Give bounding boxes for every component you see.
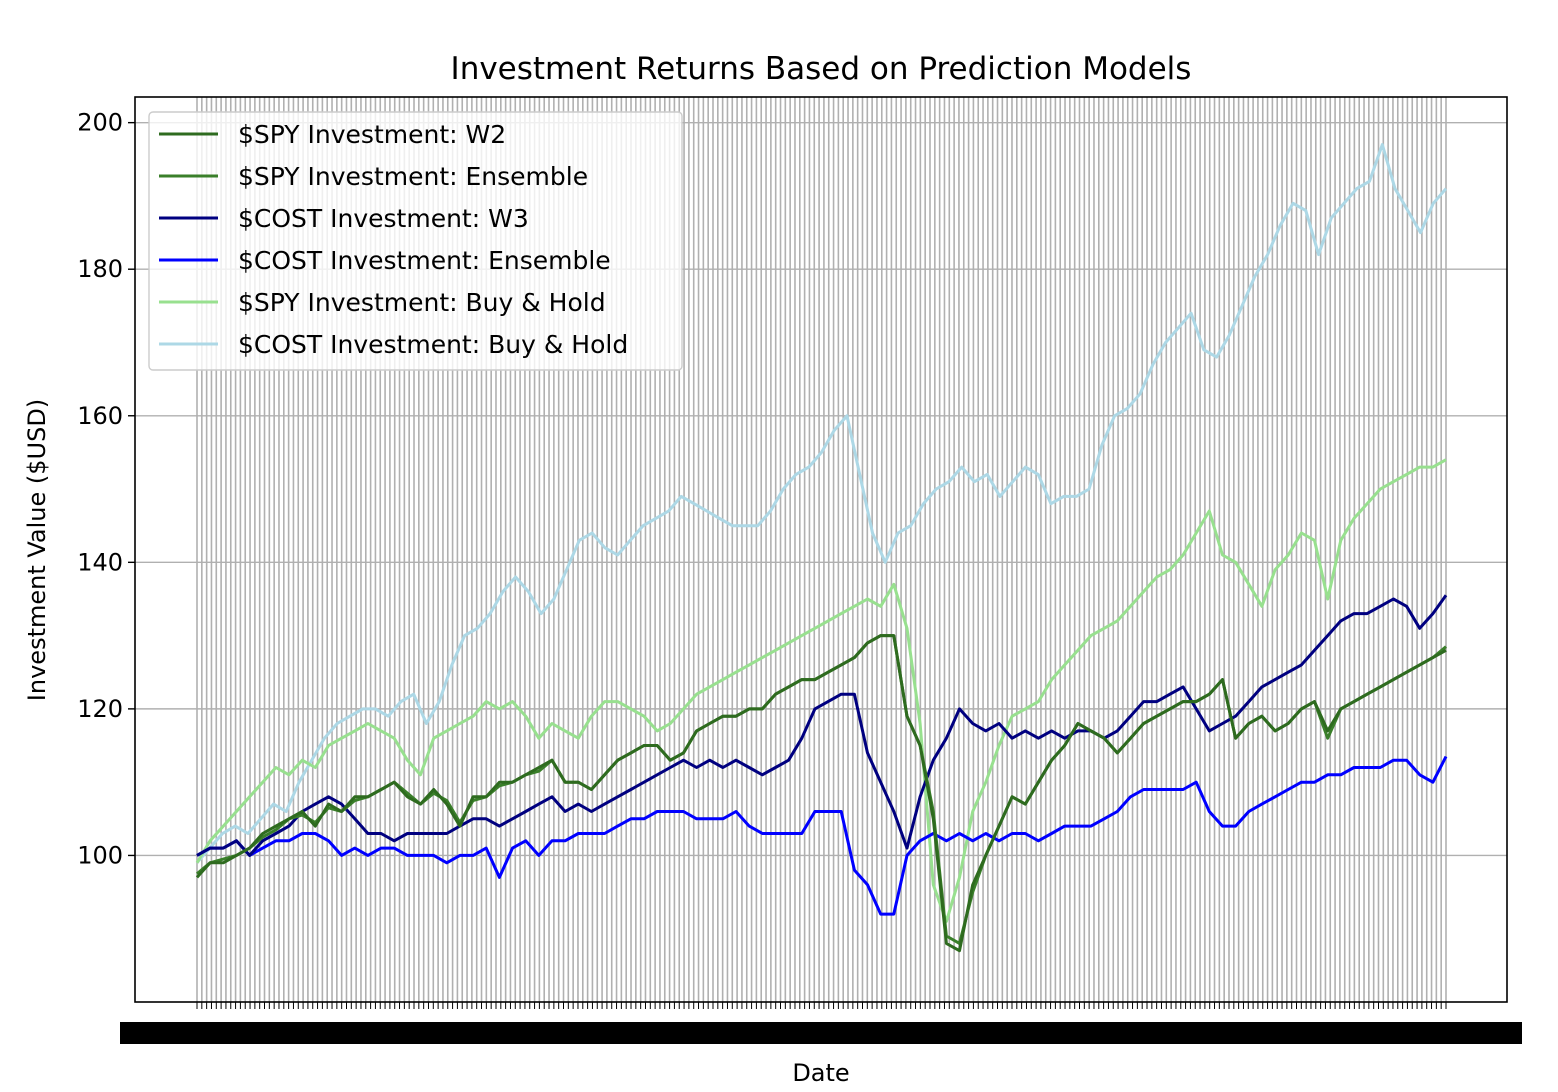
plot-frame bbox=[134, 96, 1508, 1003]
x-tick-label-band bbox=[120, 1022, 1522, 1044]
series-line bbox=[195, 143, 1448, 864]
y-tick-label: 140 bbox=[77, 548, 123, 576]
y-axis-label: Investment Value ($USD) bbox=[23, 399, 51, 701]
legend-label: $COST Investment: Buy & Hold bbox=[238, 330, 628, 359]
legend-label: $SPY Investment: Ensemble bbox=[238, 162, 588, 191]
y-tick-label: 120 bbox=[77, 695, 123, 723]
series-line bbox=[195, 458, 1447, 923]
x-axis-label: Date bbox=[792, 1059, 849, 1087]
chart-title: Investment Returns Based on Prediction M… bbox=[451, 51, 1192, 87]
legend-box bbox=[148, 111, 683, 371]
y-tick-label: 100 bbox=[77, 841, 123, 869]
legend-label: $SPY Investment: W2 bbox=[238, 120, 506, 149]
y-tick-label: 160 bbox=[77, 402, 123, 430]
legend-label: $COST Investment: Ensemble bbox=[238, 246, 611, 275]
legend-label: $COST Investment: W3 bbox=[238, 204, 529, 233]
y-tick-label: 200 bbox=[77, 109, 123, 137]
series-line bbox=[196, 594, 1448, 857]
series-lines bbox=[195, 143, 1448, 953]
legend-label: $SPY Investment: Buy & Hold bbox=[238, 288, 606, 317]
y-axis-ticks: 100 120 140 160 180 200 bbox=[77, 109, 135, 869]
y-tick-label: 180 bbox=[77, 255, 123, 283]
series-line bbox=[196, 755, 1448, 916]
series-line bbox=[195, 634, 1447, 953]
x-axis-ticks bbox=[120, 1002, 1522, 1044]
x-gridlines bbox=[196, 97, 1447, 1002]
legend: $SPY Investment: W2 $SPY Investment: Ense… bbox=[148, 111, 683, 371]
